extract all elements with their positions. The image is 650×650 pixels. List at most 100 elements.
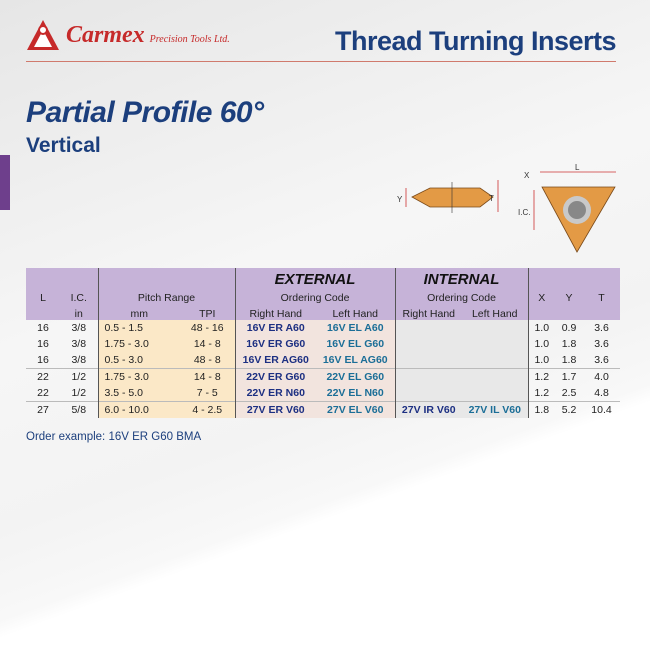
cell-l: 16 xyxy=(37,354,49,366)
cell-ext-lh: 22V EL N60 xyxy=(316,385,395,402)
cell-int-lh xyxy=(462,368,528,385)
cell-x: 1.0 xyxy=(527,320,555,336)
cell-ic: 3/8 xyxy=(71,322,87,334)
y-label: Y xyxy=(397,195,403,204)
cell-t: 3.6 xyxy=(594,322,609,334)
cell-x: 1.2 xyxy=(527,385,555,402)
table-row: 27 5/8 6.0 - 10.0 4 - 2.5 27V ER V60 27V EL V… xyxy=(26,401,620,418)
header-ext-rh: Right Hand xyxy=(234,304,316,320)
cell-y: 0.9 xyxy=(561,322,577,334)
cell-int-rh: 27V IR V60 xyxy=(394,401,462,418)
cell-ext-rh: 22V ER N60 xyxy=(234,385,316,402)
brand-subtitle: Precision Tools Ltd. xyxy=(149,33,230,45)
cell-mm: 1.75 - 3.0 xyxy=(97,336,180,352)
cell-y: 1.7 xyxy=(555,368,583,385)
cell-ext-rh: 27V ER V60 xyxy=(234,401,316,418)
table-row: 16 3/8 1.75 - 3.0 14 - 8 16V ER G60 16V EL G6… xyxy=(26,336,620,352)
top-view-drawing: L X I.C. xyxy=(518,163,616,253)
cell-tpi: 48 - 8 xyxy=(180,352,235,369)
cell-int-lh: 27V IL V60 xyxy=(462,401,528,418)
cell-int-lh xyxy=(462,336,528,352)
brand-name: Carmex xyxy=(66,21,145,48)
cell-ic: 3/8 xyxy=(71,354,87,366)
cell-t: 3.6 xyxy=(594,338,609,350)
header-divider xyxy=(26,61,616,62)
page-subtitle: Vertical xyxy=(26,134,101,157)
l-label: L xyxy=(575,163,580,172)
side-view-drawing: Y T xyxy=(397,180,499,213)
cell-mm: 0.5 - 3.0 xyxy=(97,352,180,369)
cell-l: 16 xyxy=(37,322,49,334)
cell-int-rh xyxy=(394,368,462,385)
cell-tpi: 48 - 16 xyxy=(180,320,235,336)
header-ic: I.C. xyxy=(60,268,98,304)
cell-tpi: 4 - 2.5 xyxy=(180,401,235,418)
carmex-logo-icon xyxy=(27,20,59,50)
cell-x: 1.8 xyxy=(527,401,555,418)
cell-ic: 1/2 xyxy=(60,368,98,385)
cell-int-rh xyxy=(394,352,462,369)
cell-mm: 6.0 - 10.0 xyxy=(97,401,180,418)
ic-label: I.C. xyxy=(518,208,530,217)
header-ext-lh: Left Hand xyxy=(316,304,395,320)
cell-int-lh xyxy=(462,352,528,369)
t-label: T xyxy=(489,194,494,203)
cell-mm: 3.5 - 5.0 xyxy=(97,385,180,402)
header-ic-unit: in xyxy=(60,304,98,320)
cell-int-rh xyxy=(394,336,462,352)
table-row: 16 3/8 0.5 - 1.5 48 - 16 16V ER A60 16V EL A6… xyxy=(26,320,620,336)
cell-ext-rh: 16V ER A60 xyxy=(234,320,316,336)
x-label: X xyxy=(524,171,530,180)
cell-l: 27 xyxy=(26,401,60,418)
header-t: T xyxy=(583,268,620,304)
cell-y: 1.8 xyxy=(561,338,577,350)
cell-tpi: 14 - 8 xyxy=(180,336,235,352)
cell-t: 4.0 xyxy=(583,368,620,385)
cell-x: 1.0 xyxy=(527,352,555,369)
side-tab-marker xyxy=(0,155,10,210)
page-title: Partial Profile 60° xyxy=(26,96,264,129)
header-tpi: TPI xyxy=(180,304,235,320)
cell-ic: 5/8 xyxy=(60,401,98,418)
cell-x: 1.2 xyxy=(527,368,555,385)
header-internal: INTERNAL xyxy=(394,268,528,288)
cell-y: 1.8 xyxy=(561,354,577,366)
cell-int-rh xyxy=(394,385,462,402)
insert-diagram: Y T L X I.C. xyxy=(397,163,616,253)
cell-tpi: 7 - 5 xyxy=(180,385,235,402)
header-mm: mm xyxy=(97,304,180,320)
cell-ext-rh: 16V ER AG60 xyxy=(234,352,316,369)
cell-mm: 1.75 - 3.0 xyxy=(97,368,180,385)
header-y: Y xyxy=(555,268,583,304)
header-int-ordering: Ordering Code xyxy=(394,288,528,304)
cell-int-rh xyxy=(394,320,462,336)
cell-t: 10.4 xyxy=(583,401,620,418)
cell-ic: 1/2 xyxy=(71,387,87,399)
cell-y: 5.2 xyxy=(555,401,583,418)
cell-y: 2.5 xyxy=(561,387,577,399)
cell-ext-rh: 16V ER G60 xyxy=(234,336,316,352)
cell-tpi: 14 - 8 xyxy=(180,368,235,385)
cell-int-lh xyxy=(462,320,528,336)
cell-ext-lh: 16V EL A60 xyxy=(316,320,395,336)
cell-t: 4.8 xyxy=(594,387,609,399)
cell-int-lh xyxy=(462,385,528,402)
cell-ext-lh: 22V EL G60 xyxy=(316,368,395,385)
insert-table: L I.C. Pitch Range EXTERNAL INTERNAL X Y… xyxy=(26,268,620,418)
header-ext-ordering: Ordering Code xyxy=(234,288,395,304)
cell-mm: 0.5 - 1.5 xyxy=(97,320,180,336)
header-int-rh: Right Hand xyxy=(394,304,462,320)
header-title: Thread Turning Inserts xyxy=(334,26,617,56)
cell-ext-lh: 27V EL V60 xyxy=(316,401,395,418)
cell-ext-lh: 16V EL AG60 xyxy=(316,352,395,369)
header-l: L xyxy=(26,268,60,304)
cell-ext-rh: 22V ER G60 xyxy=(234,368,316,385)
cell-l: 22 xyxy=(37,387,49,399)
cell-l: 22 xyxy=(26,368,60,385)
header-pitch: Pitch Range xyxy=(97,268,235,304)
cell-l: 16 xyxy=(37,338,49,350)
cell-ext-lh: 16V EL G60 xyxy=(316,336,395,352)
cell-ic: 3/8 xyxy=(71,338,87,350)
cell-x: 1.0 xyxy=(527,336,555,352)
carmex-logo: Carmex Precision Tools Ltd. xyxy=(26,15,230,55)
